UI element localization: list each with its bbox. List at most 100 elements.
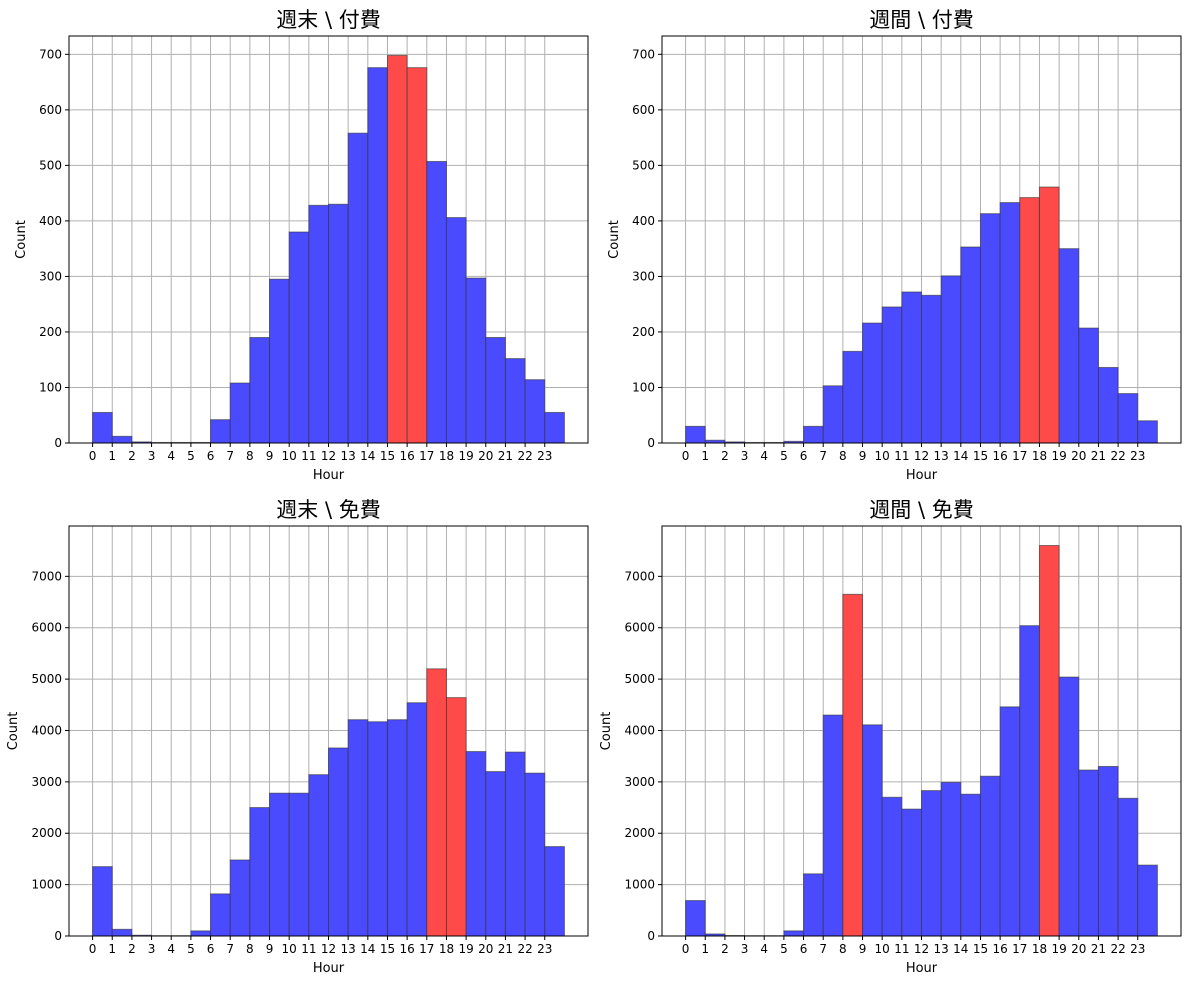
bar (111, 435, 133, 444)
bar-highlight (406, 67, 428, 444)
bar (999, 202, 1021, 444)
bar (111, 928, 133, 937)
bar (229, 382, 251, 444)
bar (465, 277, 487, 444)
x-tick-label: 18 (439, 942, 454, 956)
x-tick-label: 15 (380, 942, 395, 956)
bar-highlight (1038, 186, 1060, 444)
bar (1078, 327, 1099, 444)
bar (288, 231, 310, 444)
x-tick-label: 8 (839, 449, 847, 463)
bar (544, 846, 565, 937)
x-tick-label: 11 (894, 449, 909, 463)
x-tick-label: 0 (682, 942, 690, 956)
bars (685, 186, 1158, 444)
chart-panel-1: 0 1 2 3 4 5 6 7 8 9 10 11 12 13 14 15 16 17 18 19 20 21 22 2301… (607, 8, 1182, 483)
bar (308, 774, 330, 937)
y-tick-label: 100 (39, 380, 62, 394)
y-tick-label: 4000 (31, 723, 62, 737)
chart-panel-0: 0 1 2 3 4 5 6 7 8 9 10 11 12 13 14 15 16 17 18 19 20 21 22 2301… (14, 8, 589, 483)
y-tick-label: 2000 (624, 826, 655, 840)
bar (1097, 765, 1119, 937)
y-tick-label: 400 (39, 214, 62, 228)
x-ticks: 0 1 2 3 4 5 6 7 8 9 10 11 12 13 14 15 16 17 18 19 20 21 22 23 (89, 443, 552, 463)
x-tick-label: 23 (537, 449, 552, 463)
x-tick-label: 17 (419, 449, 434, 463)
bar (190, 930, 212, 937)
bar (485, 337, 506, 444)
x-tick-label: 17 (419, 942, 434, 956)
y-tick-label: 6000 (31, 621, 62, 635)
x-tick-label: 10 (282, 942, 297, 956)
bar (1097, 366, 1119, 444)
y-tick-label: 300 (39, 269, 62, 283)
bar (210, 893, 231, 937)
x-tick-label: 4 (167, 942, 175, 956)
x-tick-label: 2 (721, 942, 729, 956)
x-tick-label: 8 (246, 942, 254, 956)
x-tick-label: 22 (1110, 449, 1125, 463)
bar (288, 792, 310, 937)
x-tick-label: 20 (1071, 942, 1086, 956)
y-tick-label: 200 (39, 325, 62, 339)
bar-highlight (426, 668, 447, 937)
y-ticks: 0 100 200 300 400 500 600 700 (39, 47, 69, 450)
x-tick-label: 6 (800, 449, 808, 463)
bar (881, 796, 903, 937)
y-tick-label: 3000 (31, 775, 62, 789)
x-tick-label: 11 (894, 942, 909, 956)
bar (685, 900, 706, 937)
x-tick-label: 3 (148, 449, 156, 463)
y-tick-label: 300 (632, 269, 655, 283)
bar (822, 385, 844, 444)
y-tick-label: 6000 (624, 621, 655, 635)
x-tick-label: 18 (439, 449, 454, 463)
x-tick-label: 23 (537, 942, 552, 956)
bar (1137, 420, 1158, 444)
x-tick-label: 16 (992, 942, 1007, 956)
x-tick-label: 16 (399, 449, 414, 463)
bar (783, 930, 805, 937)
x-tick-label: 10 (875, 449, 890, 463)
bar-highlight (386, 54, 408, 444)
bar (1117, 797, 1139, 937)
y-tick-label: 0 (647, 929, 655, 943)
x-tick-label: 17 (1012, 449, 1027, 463)
x-tick-label: 19 (1051, 942, 1066, 956)
x-tick-label: 20 (1071, 449, 1086, 463)
bar (465, 751, 487, 937)
x-tick-label: 15 (973, 449, 988, 463)
bar (426, 160, 447, 444)
y-tick-label: 700 (39, 47, 62, 61)
x-tick-label: 4 (760, 449, 768, 463)
y-tick-label: 200 (632, 325, 655, 339)
x-tick-label: 11 (301, 942, 316, 956)
x-axis-label: Hour (313, 468, 345, 483)
bar (921, 790, 942, 937)
x-tick-label: 7 (819, 449, 827, 463)
x-tick-label: 0 (89, 449, 97, 463)
x-tick-label: 6 (207, 449, 215, 463)
x-tick-label: 12 (321, 449, 336, 463)
x-tick-label: 10 (875, 942, 890, 956)
x-tick-label: 5 (187, 449, 195, 463)
bars (92, 668, 565, 937)
bar (1078, 769, 1099, 937)
x-tick-label: 3 (741, 942, 749, 956)
x-ticks: 0 1 2 3 4 5 6 7 8 9 10 11 12 13 14 15 16 17 18 19 20 21 22 23 (682, 443, 1145, 463)
bar (921, 294, 942, 444)
x-tick-label: 1 (108, 942, 116, 956)
x-tick-label: 10 (282, 449, 297, 463)
bar (803, 873, 824, 937)
y-tick-label: 7000 (31, 569, 62, 583)
y-tick-label: 2000 (31, 826, 62, 840)
x-tick-label: 6 (207, 942, 215, 956)
chart-title: 週末 \ 免費 (276, 498, 380, 522)
bar (1058, 248, 1080, 444)
bar (249, 337, 271, 444)
x-tick-label: 13 (341, 942, 356, 956)
bar (901, 291, 922, 444)
bar (803, 425, 824, 444)
bar (347, 132, 369, 444)
bar (979, 213, 1001, 444)
